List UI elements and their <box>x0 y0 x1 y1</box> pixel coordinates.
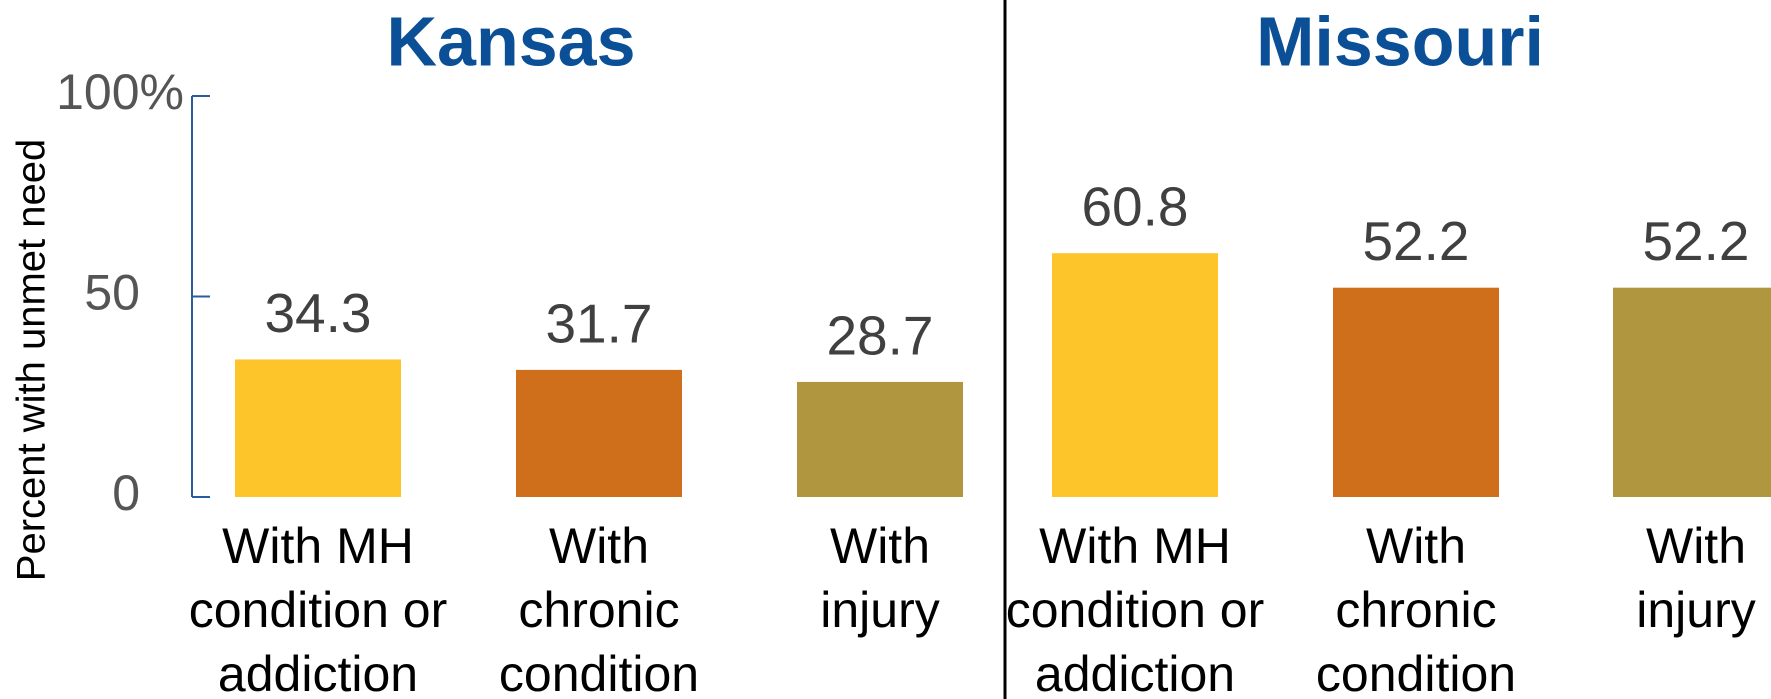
x-tick-label-line: With MH <box>222 518 414 574</box>
x-tick-label: With MH condition or addiction <box>1006 518 1265 699</box>
x-tick-label-line: chronic <box>1335 582 1496 638</box>
value-label: 60.8 <box>1081 176 1188 238</box>
y-axis-label: Percent with unmet need <box>10 139 54 581</box>
x-tick-label: With chronic condition <box>499 518 699 699</box>
value-label: 28.7 <box>826 304 933 366</box>
x-tick-label-line: injury <box>1636 582 1755 638</box>
x-tick-label: With MH condition or addiction <box>189 518 448 699</box>
x-tick-label-line: With MH <box>1039 518 1231 574</box>
y-tick-label: 0 <box>112 465 140 521</box>
bar <box>797 381 963 497</box>
x-tick-label: With chronic condition <box>1316 518 1516 699</box>
value-label: 52.2 <box>1362 210 1469 272</box>
bar <box>1613 287 1771 497</box>
value-label: 52.2 <box>1642 210 1749 272</box>
x-tick-label-line: condition <box>1316 646 1516 699</box>
value-label: 34.3 <box>264 282 371 344</box>
panel-title: Missouri <box>1256 2 1544 80</box>
x-tick-label-line: condition or <box>1006 582 1265 638</box>
bar <box>235 359 401 497</box>
x-tick-label-line: injury <box>820 582 939 638</box>
x-tick-label-line: With <box>830 518 930 574</box>
bar <box>1052 253 1218 497</box>
bar <box>1333 287 1499 497</box>
y-tick-label: 100% <box>56 64 184 120</box>
x-tick-label-line: addiction <box>1035 646 1235 699</box>
x-tick-label-line: condition or <box>189 582 448 638</box>
x-tick-label-line: condition <box>499 646 699 699</box>
x-tick-label: With injury <box>1636 518 1755 638</box>
x-tick-label-line: With <box>549 518 649 574</box>
panel-title: Kansas <box>386 2 635 80</box>
x-tick-label-line: With <box>1366 518 1466 574</box>
bar <box>516 369 682 497</box>
x-tick-label-line: chronic <box>518 582 679 638</box>
x-tick-label-line: addiction <box>218 646 418 699</box>
value-label: 31.7 <box>545 292 652 354</box>
y-tick-label: 50 <box>84 265 140 321</box>
x-tick-label: With injury <box>820 518 939 638</box>
x-tick-label-line: With <box>1646 518 1746 574</box>
